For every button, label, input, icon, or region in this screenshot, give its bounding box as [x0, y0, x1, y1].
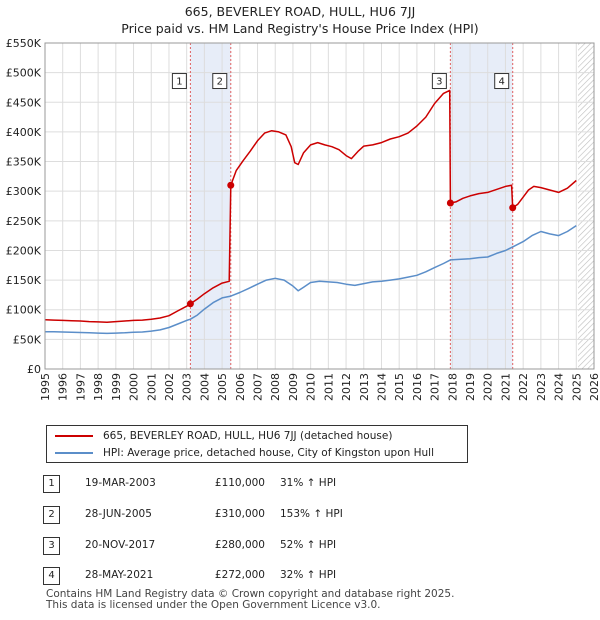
transaction-date: 28-MAY-2021: [85, 569, 154, 581]
hpi-line: [44, 224, 577, 335]
x-tick-label: 1997: [74, 373, 87, 401]
transaction-price: £280,000: [214, 539, 265, 551]
x-tick-label: 2021: [499, 373, 512, 401]
x-tick-label: 2000: [128, 373, 141, 401]
x-tick-label: 1999: [110, 373, 123, 401]
transaction-row: 3 20-NOV-2017 £280,000 52% ↑ HPI: [0, 537, 600, 557]
x-tick-label: 2012: [340, 373, 353, 401]
sale-band: [190, 43, 231, 369]
sale-band: [450, 43, 513, 369]
x-tick-label: 2004: [198, 373, 211, 401]
y-tick-label: £0: [27, 363, 41, 376]
y-tick-label: £100K: [6, 304, 42, 317]
x-tick-label: 2005: [216, 373, 229, 401]
transaction-price: £110,000: [214, 477, 265, 489]
transaction-price: £310,000: [214, 508, 265, 520]
x-tick-label: 2010: [305, 373, 318, 401]
x-tick-label: 2009: [287, 373, 300, 401]
x-tick-label: 1996: [57, 373, 70, 401]
x-tick-label: 2024: [553, 373, 566, 401]
transaction-badge: 2: [43, 506, 60, 524]
transaction-row: 4 28-MAY-2021 £272,000 32% ↑ HPI: [0, 567, 600, 587]
transaction-hpi: 32% ↑ HPI: [280, 569, 337, 581]
transaction-date: 19-MAR-2003: [85, 477, 156, 489]
transaction-hpi: 153% ↑ HPI: [280, 508, 343, 520]
x-tick-label: 1995: [39, 373, 52, 401]
x-tick-label: 2008: [269, 373, 282, 401]
sale-badge-box: [431, 73, 447, 90]
x-tick-label: 2016: [411, 373, 424, 401]
sale-badge-box: [212, 73, 228, 90]
sale-badge-box: [494, 73, 510, 90]
transaction-hpi: 52% ↑ HPI: [280, 539, 337, 551]
x-tick-label: 2014: [375, 373, 388, 401]
transaction-price: £272,000: [214, 569, 265, 581]
sale-point-marker: [227, 181, 235, 189]
sale-badge-label: 1: [176, 77, 182, 88]
y-tick-label: £150K: [6, 274, 42, 287]
legend-item-hpi: HPI: Average price, detached house, City…: [55, 445, 434, 461]
x-tick-label: 2002: [163, 373, 176, 401]
x-tick-label: 2015: [393, 373, 406, 401]
sale-badge-label: 3: [436, 77, 442, 88]
y-tick-label: £300K: [6, 185, 42, 198]
x-tick-label: 2011: [322, 373, 335, 401]
y-tick-label: £200K: [6, 244, 42, 257]
sale-badge-box: [171, 73, 187, 90]
x-tick-label: 2025: [570, 373, 583, 401]
y-tick-label: £400K: [6, 126, 42, 139]
x-tick-label: 2007: [252, 373, 265, 401]
chart-subtitle: Price paid vs. HM Land Registry's House …: [121, 21, 479, 36]
y-tick-label: £250K: [6, 215, 42, 228]
transaction-badge: 3: [43, 537, 60, 555]
x-tick-label: 2006: [234, 373, 247, 401]
plot-frame: [44, 42, 595, 370]
y-tick-label: £50K: [13, 333, 42, 346]
x-tick-label: 1998: [92, 373, 105, 401]
y-tick-label: £450K: [6, 96, 42, 109]
transaction-hpi: 31% ↑ HPI: [280, 477, 337, 489]
transaction-badge: 1: [43, 475, 60, 493]
x-tick-label: 2017: [429, 373, 442, 401]
transaction-date: 28-JUN-2005: [85, 508, 152, 520]
x-tick-label: 2019: [464, 373, 477, 401]
sale-point-marker: [446, 199, 454, 207]
x-tick-label: 2026: [588, 373, 600, 401]
x-tick-label: 2018: [446, 373, 459, 401]
legend: 665, BEVERLEY ROAD, HULL, HU6 7JJ (detac…: [46, 425, 468, 463]
x-tick-label: 2003: [181, 373, 194, 401]
y-tick-label: £350K: [6, 156, 42, 169]
x-tick-label: 2001: [145, 373, 158, 401]
transaction-row: 2 28-JUN-2005 £310,000 153% ↑ HPI: [0, 506, 600, 526]
sale-point-marker: [186, 300, 194, 308]
transaction-badge: 4: [43, 567, 60, 585]
legend-property-label: 665, BEVERLEY ROAD, HULL, HU6 7JJ (detac…: [103, 430, 393, 442]
price-chart: 1 2 3 4 £0 £50K £100K £150K £200K £250K £300K £350K…: [6, 37, 600, 401]
x-tick-label: 2013: [358, 373, 371, 401]
legend-blue-line: [55, 452, 93, 454]
x-tick-label: 2022: [517, 373, 530, 401]
footer-licence: This data is licensed under the Open Gov…: [46, 599, 381, 611]
legend-item-property: 665, BEVERLEY ROAD, HULL, HU6 7JJ (detac…: [55, 428, 392, 444]
x-tick-label: 2023: [535, 373, 548, 401]
sale-badge-label: 4: [499, 77, 505, 88]
transaction-date: 20-NOV-2017: [85, 539, 156, 551]
footer-copyright: Contains HM Land Registry data © Crown c…: [46, 588, 455, 600]
sale-point-marker: [509, 204, 517, 212]
footer: Contains HM Land Registry data © Crown c…: [46, 589, 454, 611]
future-hatch: [578, 43, 594, 369]
legend-hpi-label: HPI: Average price, detached house, City…: [103, 447, 434, 459]
transaction-row: 1 19-MAR-2003 £110,000 31% ↑ HPI: [0, 475, 600, 495]
chart-title: 665, BEVERLEY ROAD, HULL, HU6 7JJ: [184, 4, 416, 19]
y-tick-label: £550K: [6, 37, 42, 50]
y-tick-label: £500K: [6, 67, 42, 80]
property-price-line: [44, 89, 577, 323]
x-tick-label: 2020: [482, 373, 495, 401]
sale-badge-label: 2: [217, 77, 223, 88]
legend-red-line: [55, 435, 93, 437]
